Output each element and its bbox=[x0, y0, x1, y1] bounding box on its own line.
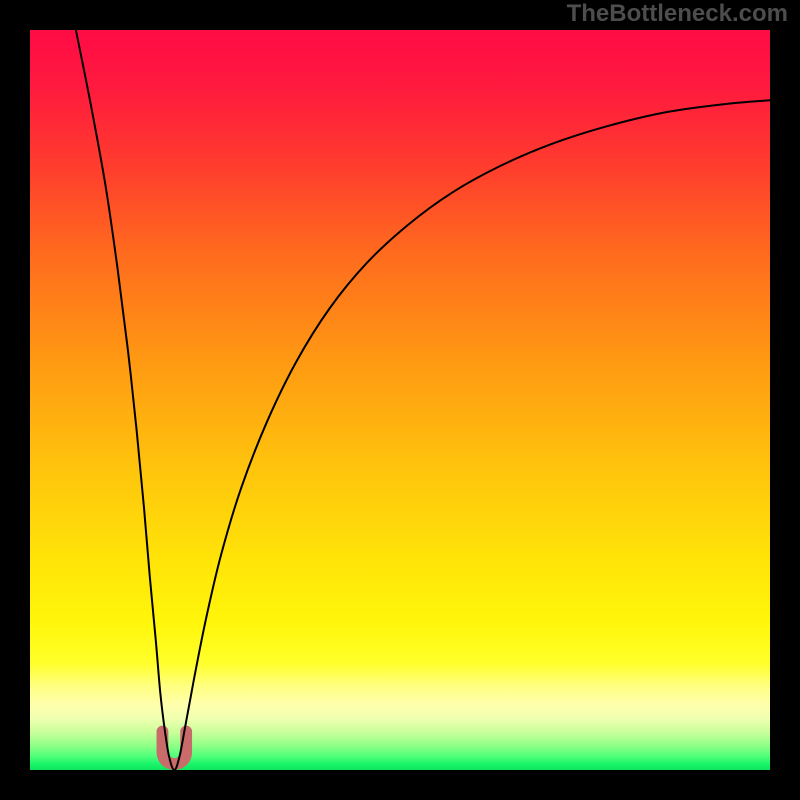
gradient-background bbox=[30, 30, 770, 770]
watermark-label: TheBottleneck.com bbox=[567, 0, 788, 28]
bottleneck-chart bbox=[0, 0, 800, 800]
